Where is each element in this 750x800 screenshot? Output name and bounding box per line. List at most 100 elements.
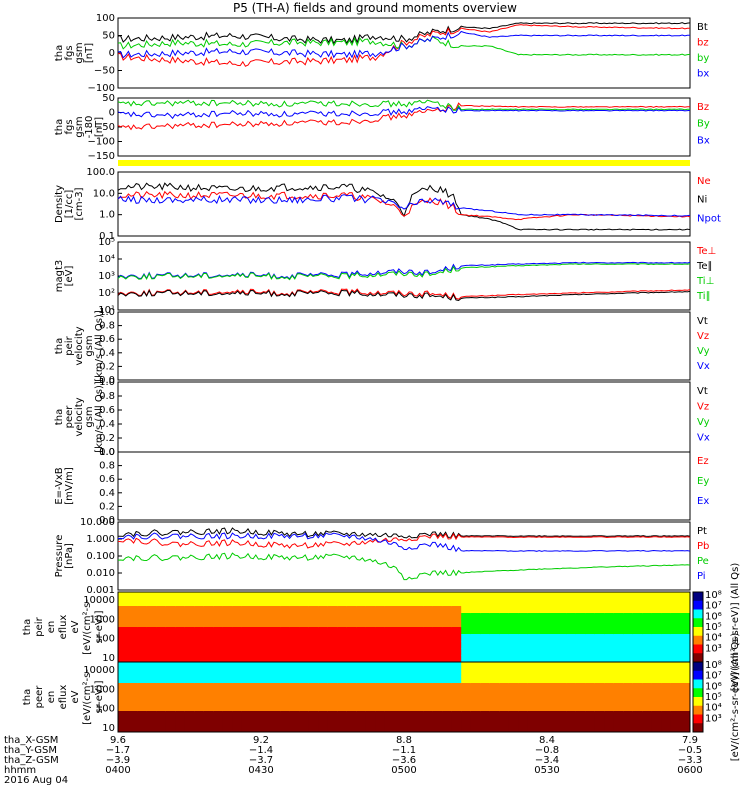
spectrogram-cell [299,620,310,628]
spectrogram-cell [289,669,300,677]
spectrogram-cell [566,634,577,642]
spectrogram-cell [670,592,681,600]
spectrogram-cell [547,725,557,733]
spectrogram-cell [423,634,434,642]
spectrogram-cell [404,669,414,677]
y-axis-label: gsm [74,42,85,63]
spectrogram-cell [404,606,414,614]
spectrogram-cell [203,669,214,677]
spectrogram-cell [213,697,224,705]
spectrogram-cell [461,704,472,712]
spectrogram-cell [480,599,491,607]
spectrogram-cell [432,648,443,656]
spectrogram-cell [127,718,138,726]
spectrogram-cell [527,613,538,621]
spectrogram-cell [680,620,691,628]
spectrogram-cell [184,669,195,677]
spectrogram-cell [518,669,529,677]
spectrogram-cell [432,620,443,628]
spectrogram-cell [118,725,128,733]
y-tick-label: 50 [102,93,115,104]
spectrogram-cell [194,648,205,656]
spectrogram-cell [241,690,252,698]
spectrogram-cell [508,620,519,628]
spectrogram-cell [165,662,176,670]
y-tick-label: −100 [88,83,115,94]
spectrogram-cell [527,627,538,635]
spectrogram-cell [251,655,262,663]
spectrogram-cell [184,620,195,628]
y-tick-label: −150 [88,151,115,162]
spectrogram-cell [604,620,615,628]
spectrogram-cell [537,725,548,733]
spectrogram-cell [604,669,615,677]
spectrogram-cell [613,662,624,670]
spectrogram-cell [661,669,672,677]
spectrogram-cell [651,655,662,663]
spectrogram-cell [308,620,319,628]
spectrogram-cell [604,690,615,698]
spectrogram-cell [651,683,662,691]
spectrogram-cell [432,662,443,670]
spectrogram-cell [118,613,128,621]
x-axis-value: 0500 [391,765,416,776]
spectrogram-cell [537,697,548,705]
spectrogram-cell [194,655,205,663]
spectrogram-cell [222,711,233,719]
spectrogram-cell [137,592,148,600]
spectrogram-cell [623,599,634,607]
y-tick-label: 10³ [98,271,115,282]
spectrogram-cell [356,697,367,705]
spectrogram-cell [451,606,462,614]
spectrogram-cell [489,599,500,607]
spectrogram-cell [356,669,367,677]
series-line [117,22,691,45]
spectrogram-cell [270,613,281,621]
x-axis-value: −0.8 [535,745,559,756]
legend-entry: Vx [697,433,710,444]
spectrogram-cell [184,648,195,656]
spectrogram-cell [203,683,214,691]
spectrogram-cell [632,683,643,691]
spectrogram-cell [203,725,214,733]
spectrogram-cell [527,711,538,719]
spectrogram-cell [308,711,319,719]
spectrogram-cell [461,725,472,733]
spectrogram-cell [661,641,672,649]
spectrogram-cell [184,606,195,614]
spectrogram-cell [537,669,548,677]
legend-entry: Pi [697,571,706,582]
spectrogram-cell [423,599,434,607]
spectrogram-cell [575,627,586,635]
spectrogram-cell [537,641,548,649]
spectrogram-cell [375,725,386,733]
spectrogram-cell [356,627,367,635]
spectrogram-cell [518,627,529,635]
spectrogram-cell [661,648,672,656]
y-axis-label: [eV/(cm²-s- [82,599,93,655]
colorbar-label: [eV/(cm²-s-sr-eV)] (All Qs) [730,563,741,692]
y-axis-label: peir [34,616,45,636]
spectrogram-cell [337,697,348,705]
spectrogram-cell [527,599,538,607]
y-tick-label: 10¹ [98,305,115,316]
spectrogram-cell [270,606,281,614]
y-tick-label: 100 [96,634,115,645]
spectrogram-cell [280,592,291,600]
spectrogram-cell [489,641,500,649]
colorbar-segment [693,592,703,602]
spectrogram-cell [632,648,643,656]
spectrogram-cell [118,704,128,712]
spectrogram-cell [299,655,310,663]
colorbar-tick: 10³ [705,643,722,654]
spectrogram-cell [146,711,157,719]
spectrogram-cell [547,690,557,698]
spectrogram-cell [680,662,691,670]
spectrogram-cell [118,641,128,649]
spectrogram-cell [118,683,128,691]
spectrogram-cell [203,662,214,670]
spectrogram-cell [413,725,424,733]
spectrogram-cell [232,676,243,684]
x-axis-row-label: tha_Y-GSM [4,745,57,756]
colorbar-segment [693,653,703,663]
